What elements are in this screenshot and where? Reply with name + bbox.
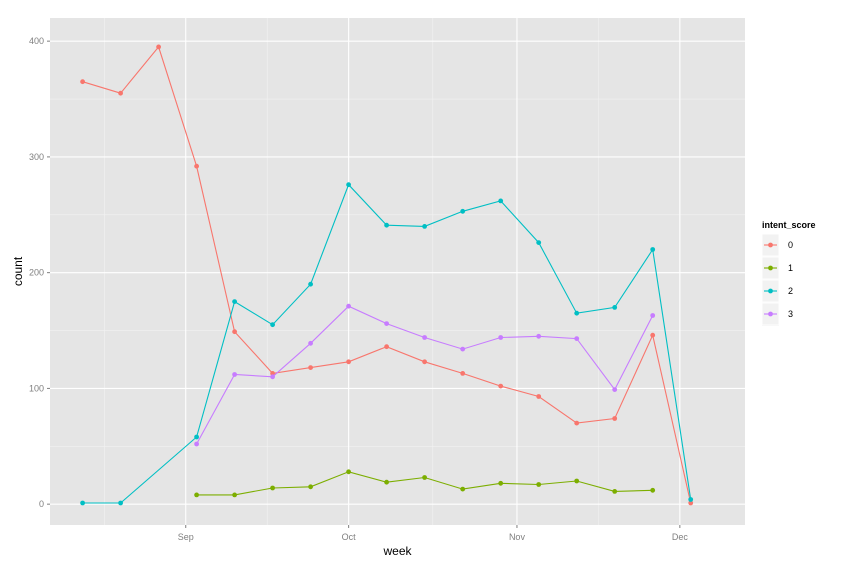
y-tick-label: 100 [29, 383, 44, 393]
legend-key-point-2 [768, 288, 773, 294]
data-point-2 [650, 247, 656, 252]
y-tick-label: 0 [39, 499, 44, 509]
x-tick-label: Sep [178, 532, 194, 542]
data-point-1 [574, 478, 580, 484]
data-point-2 [384, 222, 389, 228]
data-point-3 [498, 335, 504, 340]
minor-gridlines [50, 18, 745, 525]
x-tick-label: Dec [672, 532, 689, 542]
data-point-0 [194, 163, 200, 169]
y-axis: 0 100 200 300 400 [29, 36, 50, 509]
data-point-3 [270, 374, 275, 380]
legend: intent_score 0 1 2 3 [761, 220, 816, 326]
legend-key-point-1 [768, 265, 773, 271]
data-point-3 [232, 372, 238, 377]
y-tick-label: 400 [29, 36, 44, 46]
data-point-2 [194, 434, 200, 440]
data-point-2 [308, 281, 313, 287]
data-point-2 [688, 497, 694, 502]
data-point-2 [574, 310, 580, 316]
data-point-1 [612, 489, 618, 494]
data-point-1 [460, 486, 466, 492]
x-tick-label: Oct [342, 532, 357, 542]
data-point-2 [118, 500, 123, 506]
data-point-3 [194, 441, 200, 447]
data-point-0 [574, 420, 580, 426]
x-tick-label: Nov [509, 532, 526, 542]
data-point-0 [536, 394, 542, 399]
data-point-1 [422, 475, 427, 480]
data-point-3 [574, 336, 580, 341]
data-point-0 [156, 44, 162, 50]
y-axis-title: count [11, 256, 25, 286]
series-line-2 [82, 183, 692, 504]
legend-title: intent_score [762, 220, 816, 230]
data-point-0 [308, 365, 313, 370]
data-point-0 [422, 359, 427, 365]
legend-label-1: 1 [788, 263, 793, 273]
data-point-0 [270, 371, 275, 376]
data-point-2 [80, 500, 85, 506]
series-0 [80, 44, 694, 506]
data-point-1 [650, 487, 656, 493]
data-point-0 [346, 359, 351, 365]
data-point-2 [346, 182, 351, 188]
data-point-2 [422, 224, 427, 229]
data-point-2 [232, 299, 238, 304]
data-point-0 [384, 344, 389, 350]
data-point-1 [194, 492, 200, 498]
data-point-0 [232, 329, 238, 335]
data-point-1 [270, 485, 275, 491]
data-point-0 [688, 500, 694, 506]
data-point-0 [612, 416, 618, 421]
data-point-3 [650, 313, 656, 318]
data-point-2 [612, 305, 618, 310]
data-point-2 [460, 208, 466, 214]
data-point-3 [422, 335, 427, 340]
legend-key-point-3 [768, 311, 773, 317]
legend-key-point-0 [768, 242, 773, 248]
data-point-0 [650, 332, 656, 338]
data-point-1 [384, 479, 389, 485]
data-point-1 [536, 482, 542, 487]
legend-label-0: 0 [788, 240, 793, 250]
data-point-1 [308, 484, 313, 490]
legend-label-2: 2 [788, 286, 793, 296]
data-point-3 [612, 387, 618, 392]
data-point-2 [270, 322, 275, 328]
plot-panel [50, 18, 745, 525]
data-point-0 [498, 383, 504, 389]
data-point-0 [80, 79, 85, 85]
data-point-3 [308, 340, 313, 346]
data-point-0 [460, 371, 466, 376]
y-tick-label: 300 [29, 152, 44, 162]
data-point-1 [346, 469, 351, 475]
x-axis: Sep Oct Nov Dec [178, 525, 689, 542]
data-point-3 [460, 346, 466, 352]
y-tick-label: 200 [29, 268, 44, 278]
series-3 [194, 303, 656, 447]
data-point-2 [536, 240, 542, 246]
data-point-3 [346, 303, 351, 309]
series-layer [80, 44, 694, 506]
legend-label-3: 3 [788, 309, 793, 319]
data-point-1 [232, 492, 238, 498]
data-point-1 [498, 480, 504, 486]
x-axis-title: week [382, 544, 412, 558]
data-point-2 [498, 198, 504, 204]
series-1 [194, 469, 656, 498]
data-point-0 [118, 90, 123, 96]
data-point-3 [536, 333, 542, 339]
major-gridlines [50, 18, 745, 525]
data-point-3 [384, 321, 389, 326]
series-2 [80, 182, 694, 506]
